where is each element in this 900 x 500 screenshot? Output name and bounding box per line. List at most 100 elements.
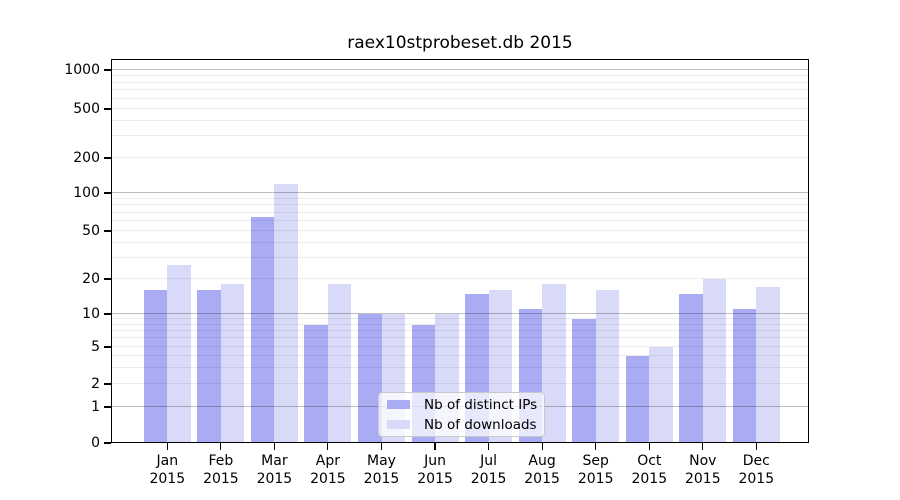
legend-item-nb-of-distinct-ips: Nb of distinct IPs [387, 396, 538, 413]
y-tick-label: 2 [91, 376, 100, 392]
grid-line-minor [111, 197, 809, 199]
x-tick-mark [755, 443, 757, 450]
bar-nb-of-downloads [167, 265, 191, 443]
y-tick-mark [104, 313, 111, 315]
grid-line-minor [111, 318, 809, 319]
grid-line-minor [111, 108, 809, 109]
y-tick-label: 10 [82, 306, 100, 322]
x-tick-mark [220, 443, 222, 450]
grid-line-minor [111, 330, 809, 331]
plot-area [111, 59, 809, 443]
grid-line-minor [111, 89, 809, 91]
bar-nb-of-distinct-ips [679, 293, 703, 443]
y-tick-mark [104, 157, 111, 159]
bar-nb-of-distinct-ips [625, 356, 650, 443]
x-tick-mark [595, 443, 597, 450]
grid-line-minor [111, 366, 809, 368]
y-tick-mark [104, 442, 111, 444]
grid-line-minor [111, 383, 809, 384]
bar-nb-of-downloads [274, 183, 298, 443]
legend-swatch [387, 420, 410, 429]
chart-title: raex10stprobeset.db 2015 [347, 33, 573, 53]
grid-line-major [111, 192, 809, 193]
y-tick-label: 1 [91, 399, 100, 415]
bar-nb-of-downloads [649, 347, 673, 443]
grid-line-minor [111, 211, 809, 213]
y-tick-label: 5 [91, 339, 100, 355]
grid-line-minor [111, 81, 809, 83]
x-tick-mark [488, 443, 490, 450]
y-tick-label: 1000 [64, 62, 100, 78]
bar-nb-of-distinct-ips [572, 319, 596, 443]
grid-line-minor [111, 97, 809, 99]
x-tick-label: Aug 2015 [524, 453, 560, 487]
y-tick-label: 100 [73, 185, 100, 201]
x-tick-label: Jan 2015 [149, 453, 186, 487]
legend-label: Nb of distinct IPs [424, 396, 538, 413]
x-tick-label: May 2015 [363, 453, 400, 487]
bar-nb-of-distinct-ips [358, 314, 382, 443]
x-tick-label: Nov 2015 [684, 453, 721, 487]
x-tick-mark [380, 443, 383, 450]
legend-swatch [387, 400, 410, 409]
bar-nb-of-downloads [595, 290, 620, 443]
y-tick-mark [104, 108, 111, 110]
x-tick-label: Jul 2015 [470, 453, 507, 487]
grid-line-minor [111, 323, 809, 325]
legend-item-nb-of-downloads: Nb of downloads [387, 416, 537, 433]
x-tick-label: Oct 2015 [631, 453, 668, 487]
y-tick-mark [104, 278, 111, 280]
grid-line-major [111, 313, 809, 314]
bar-nb-of-downloads [327, 284, 352, 443]
grid-line-minor [111, 135, 809, 137]
bar-nb-of-downloads [542, 284, 566, 443]
y-tick-mark [104, 346, 111, 348]
bar-nb-of-downloads [702, 279, 727, 443]
x-tick-label: Jun 2015 [417, 453, 453, 487]
x-tick-mark [434, 443, 436, 450]
bar-nb-of-distinct-ips [304, 324, 328, 443]
bar-nb-of-downloads [220, 284, 245, 443]
x-tick-mark [327, 443, 329, 450]
x-tick-mark [702, 443, 704, 450]
y-tick-mark [104, 192, 111, 194]
x-tick-label: Dec 2015 [738, 453, 775, 487]
grid-line-major [111, 69, 809, 70]
grid-line-minor [111, 256, 809, 258]
x-tick-label: Apr 2015 [310, 453, 346, 487]
legend-label: Nb of downloads [424, 416, 537, 433]
grid-line-minor [111, 241, 809, 243]
x-tick-label: Feb 2015 [203, 453, 239, 487]
legend: Nb of distinct IPs Nb of downloads [378, 392, 545, 437]
x-tick-label: Sep 2015 [577, 453, 614, 487]
y-tick-label: 200 [73, 150, 100, 166]
y-tick-label: 0 [91, 435, 100, 451]
grid-line-minor [111, 346, 809, 347]
bar-nb-of-distinct-ips [143, 290, 168, 443]
y-tick-mark [104, 383, 111, 385]
grid-line-minor [111, 157, 809, 158]
y-tick-mark [104, 230, 111, 232]
grid-line-minor [111, 230, 809, 231]
grid-line-minor [111, 355, 809, 356]
grid-line-minor [111, 337, 809, 339]
grid-line-minor [111, 220, 809, 221]
bar-nb-of-distinct-ips [732, 309, 757, 443]
y-tick-label: 500 [73, 101, 100, 117]
x-tick-label: Mar 2015 [256, 453, 293, 487]
bar-nb-of-distinct-ips [197, 290, 221, 443]
grid-line-minor [111, 119, 809, 121]
x-tick-mark [166, 443, 168, 450]
x-tick-mark [648, 443, 650, 450]
bar-nb-of-distinct-ips [250, 216, 275, 443]
x-tick-mark [541, 443, 543, 450]
y-tick-label: 20 [82, 271, 100, 287]
y-tick-mark [104, 406, 111, 408]
y-tick-mark [104, 69, 111, 71]
bar-nb-of-downloads [756, 287, 780, 443]
y-tick-label: 50 [82, 223, 100, 239]
grid-line-minor [111, 204, 809, 206]
x-tick-mark [273, 443, 275, 450]
grid-line-minor [111, 74, 809, 76]
